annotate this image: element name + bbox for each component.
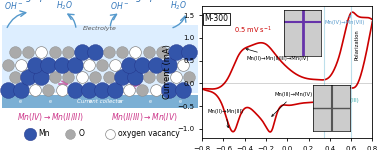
Point bbox=[5, 63, 11, 66]
Point bbox=[65, 76, 71, 78]
Text: $H_2O$: $H_2O$ bbox=[170, 0, 187, 12]
Text: $OH^-$: $OH^-$ bbox=[4, 0, 23, 11]
Point bbox=[45, 63, 51, 66]
Text: Mn: Mn bbox=[38, 129, 50, 138]
Point bbox=[112, 63, 118, 66]
Point bbox=[79, 76, 85, 78]
Text: oxygen vacancy: oxygen vacancy bbox=[118, 129, 180, 138]
Point bbox=[39, 76, 45, 78]
Point bbox=[126, 89, 132, 91]
Point bbox=[146, 76, 152, 78]
Text: e⁻: e⁻ bbox=[60, 84, 68, 90]
Point bbox=[99, 63, 105, 66]
Text: e: e bbox=[89, 99, 91, 104]
Point bbox=[119, 76, 125, 78]
Text: Mn(VII)→Mn(III): Mn(VII)→Mn(III) bbox=[319, 99, 359, 104]
Text: Polarization: Polarization bbox=[354, 29, 359, 60]
Point bbox=[72, 89, 78, 91]
Point bbox=[32, 89, 38, 91]
Point bbox=[92, 76, 98, 78]
FancyBboxPatch shape bbox=[2, 94, 198, 108]
Point bbox=[99, 89, 105, 91]
Point bbox=[166, 63, 172, 66]
Point bbox=[92, 51, 98, 53]
Point bbox=[166, 89, 172, 91]
Point bbox=[119, 51, 125, 53]
Text: $Mn(IV){\rightarrow}Mn(II/III)$: $Mn(IV){\rightarrow}Mn(II/III)$ bbox=[17, 111, 84, 123]
Point bbox=[52, 76, 58, 78]
Point bbox=[105, 76, 112, 78]
Y-axis label: Current (mA): Current (mA) bbox=[163, 45, 172, 99]
Point bbox=[153, 89, 159, 91]
Text: e: e bbox=[179, 99, 182, 104]
Point bbox=[25, 76, 31, 78]
Point bbox=[180, 63, 186, 66]
Point bbox=[159, 51, 165, 53]
Text: $H_2O$: $H_2O$ bbox=[56, 0, 73, 12]
Point bbox=[126, 63, 132, 66]
Point bbox=[132, 76, 138, 78]
Point bbox=[12, 51, 18, 53]
Point bbox=[12, 76, 18, 78]
Point bbox=[65, 51, 71, 53]
Point bbox=[32, 63, 38, 66]
Text: e: e bbox=[149, 99, 152, 104]
Point bbox=[67, 132, 73, 135]
Point bbox=[52, 51, 58, 53]
Text: discharge process: discharge process bbox=[103, 0, 185, 2]
Point bbox=[45, 89, 51, 91]
Point bbox=[173, 51, 179, 53]
Point bbox=[139, 63, 145, 66]
Text: M-300: M-300 bbox=[204, 14, 228, 23]
Point bbox=[25, 51, 31, 53]
Point bbox=[186, 76, 192, 78]
Text: 0.5 mV s$^{-1}$: 0.5 mV s$^{-1}$ bbox=[234, 24, 272, 36]
Point bbox=[85, 63, 91, 66]
Text: Electrolyte: Electrolyte bbox=[83, 26, 117, 31]
FancyBboxPatch shape bbox=[2, 26, 198, 93]
Text: Mn(II)→Mn(II/III)→Mn(IV): Mn(II)→Mn(II/III)→Mn(IV) bbox=[246, 48, 309, 61]
Text: Current collector: Current collector bbox=[77, 99, 123, 104]
Point bbox=[59, 63, 65, 66]
Point bbox=[72, 63, 78, 66]
Text: Mn(III)→Mn(IV): Mn(III)→Mn(IV) bbox=[272, 92, 313, 116]
Point bbox=[153, 63, 159, 66]
Point bbox=[19, 63, 25, 66]
Point bbox=[132, 51, 138, 53]
Point bbox=[79, 51, 85, 53]
Point bbox=[85, 89, 91, 91]
Point bbox=[19, 89, 25, 91]
Point bbox=[107, 132, 113, 135]
Point bbox=[173, 76, 179, 78]
Point bbox=[159, 76, 165, 78]
Text: e: e bbox=[19, 99, 22, 104]
Point bbox=[5, 89, 11, 91]
Point bbox=[105, 51, 112, 53]
Text: Mn(II)→Mn(III): Mn(II)→Mn(III) bbox=[208, 109, 244, 128]
Text: $OH^-$: $OH^-$ bbox=[110, 0, 130, 11]
Point bbox=[27, 132, 33, 135]
Point bbox=[146, 51, 152, 53]
Text: e: e bbox=[49, 99, 51, 104]
Point bbox=[39, 51, 45, 53]
Text: e⁻: e⁻ bbox=[132, 84, 141, 90]
Point bbox=[139, 89, 145, 91]
Text: Mn(IV)→Mn(VII): Mn(IV)→Mn(VII) bbox=[324, 15, 365, 25]
Text: $Mn(II/III){\rightarrow}Mn(IV)$: $Mn(II/III){\rightarrow}Mn(IV)$ bbox=[111, 111, 178, 123]
Text: charge process: charge process bbox=[6, 0, 74, 2]
Text: e: e bbox=[119, 99, 122, 104]
Point bbox=[59, 89, 65, 91]
Point bbox=[112, 89, 118, 91]
Point bbox=[186, 51, 192, 53]
Text: O: O bbox=[78, 129, 84, 138]
Point bbox=[180, 89, 186, 91]
